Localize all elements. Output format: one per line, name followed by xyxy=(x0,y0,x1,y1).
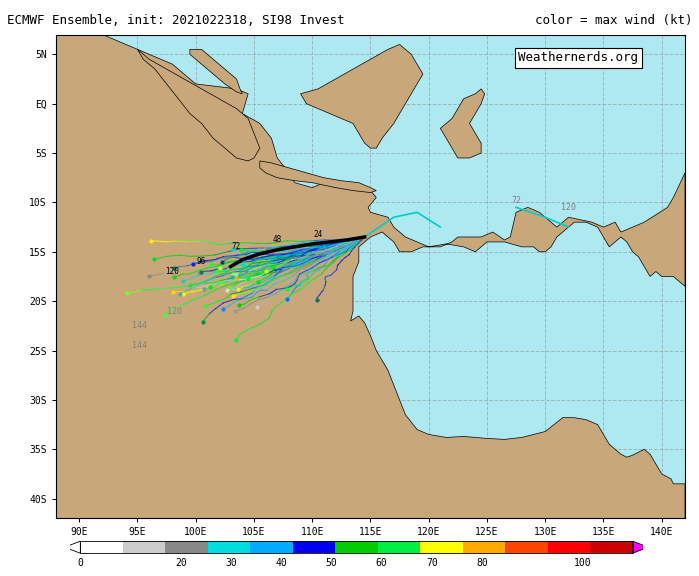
Bar xyxy=(80,541,123,553)
Bar xyxy=(377,541,420,553)
Polygon shape xyxy=(633,541,648,553)
Bar xyxy=(548,541,590,553)
Polygon shape xyxy=(138,50,260,161)
Text: 0: 0 xyxy=(78,558,83,567)
Text: 120: 120 xyxy=(166,267,180,276)
Text: 60: 60 xyxy=(376,558,387,567)
Polygon shape xyxy=(190,50,243,94)
Polygon shape xyxy=(56,35,685,518)
Text: 40: 40 xyxy=(275,558,287,567)
Bar xyxy=(293,541,336,553)
Bar xyxy=(165,541,208,553)
Text: 100: 100 xyxy=(574,558,591,567)
Text: 30: 30 xyxy=(225,558,237,567)
Text: 70: 70 xyxy=(426,558,438,567)
Text: 72: 72 xyxy=(232,242,241,251)
Bar xyxy=(208,541,250,553)
Text: 50: 50 xyxy=(326,558,337,567)
Bar xyxy=(336,541,377,553)
Polygon shape xyxy=(440,89,484,158)
Bar xyxy=(505,541,548,553)
Text: 80: 80 xyxy=(476,558,488,567)
Text: 120: 120 xyxy=(561,203,576,212)
Bar xyxy=(123,541,165,553)
Text: color = max wind (kt): color = max wind (kt) xyxy=(535,14,692,28)
Bar xyxy=(80,541,633,553)
Bar xyxy=(420,541,463,553)
Bar xyxy=(463,541,505,553)
Text: Weathernerds.org: Weathernerds.org xyxy=(518,51,638,65)
Text: 72: 72 xyxy=(511,196,521,205)
Text: ECMWF Ensemble, init: 2021022318, SI98 Invest: ECMWF Ensemble, init: 2021022318, SI98 I… xyxy=(7,14,345,28)
Bar xyxy=(250,541,293,553)
Polygon shape xyxy=(301,44,423,148)
Text: 96: 96 xyxy=(197,257,206,266)
Text: 144: 144 xyxy=(131,321,147,331)
Text: 144: 144 xyxy=(131,341,147,350)
Text: 48: 48 xyxy=(273,236,282,244)
Polygon shape xyxy=(260,161,376,192)
Text: 24: 24 xyxy=(313,229,323,238)
Text: 20: 20 xyxy=(175,558,187,567)
Text: 120: 120 xyxy=(166,306,182,316)
Polygon shape xyxy=(65,541,80,553)
Bar xyxy=(590,541,633,553)
